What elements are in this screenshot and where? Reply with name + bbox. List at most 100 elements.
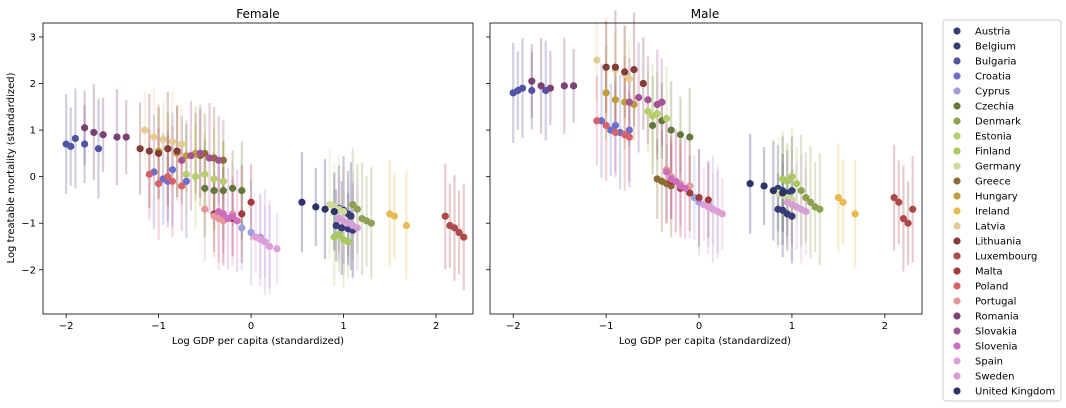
data-point: [145, 170, 153, 178]
legend-marker: [953, 117, 961, 125]
data-point: [890, 194, 898, 202]
x-axis-label-female: Log GDP per capita (standardized): [172, 336, 344, 347]
data-point: [353, 224, 362, 232]
legend: Austria Belgium Bulgaria Croatia Cyprus Czech…: [942, 19, 1062, 402]
y-tick-label: −1: [21, 219, 36, 230]
legend-label: Croatia: [975, 72, 1011, 83]
data-point: [122, 133, 130, 141]
data-point: [851, 210, 859, 218]
data-point: [196, 149, 204, 157]
legend-label: Hungary: [975, 192, 1018, 203]
data-point: [460, 233, 468, 241]
data-point: [332, 221, 340, 230]
data-point: [630, 65, 638, 74]
data-point: [834, 194, 842, 202]
data-point: [390, 212, 398, 220]
legend-marker: [953, 102, 961, 110]
data-point: [67, 142, 75, 150]
legend-marker: [953, 57, 961, 65]
data-point: [261, 238, 269, 246]
data-point: [769, 187, 777, 195]
data-point: [238, 187, 246, 195]
legend-label: Czechia: [975, 102, 1014, 113]
axes-frame-male: [489, 22, 923, 315]
x-tick-label-female: 1: [340, 321, 346, 332]
data-point: [145, 147, 153, 155]
data-point: [219, 210, 227, 218]
data-point: [182, 170, 190, 178]
data-point: [537, 82, 545, 90]
data-point: [676, 131, 685, 139]
data-point: [746, 180, 754, 188]
data-point: [273, 245, 281, 253]
data-point: [602, 63, 610, 71]
data-point: [593, 56, 601, 64]
data-point: [178, 140, 186, 148]
legend-marker: [953, 357, 961, 365]
data-point: [335, 231, 343, 239]
data-point: [228, 212, 237, 220]
legend-marker: [953, 147, 961, 155]
legend-label: Estonia: [975, 132, 1012, 143]
data-point: [312, 203, 320, 211]
data-point: [141, 126, 149, 134]
data-point: [201, 170, 209, 178]
legend-marker: [953, 27, 961, 35]
panel-title-male: Male: [691, 7, 719, 21]
legend-marker: [953, 372, 961, 380]
legend-label: Malta: [975, 267, 1003, 278]
data-point: [187, 152, 195, 160]
data-point: [330, 207, 338, 216]
data-point: [367, 219, 375, 227]
data-point: [560, 82, 568, 90]
legend-label: Austria: [975, 27, 1010, 38]
data-point: [611, 63, 620, 71]
x-tick-label-female: −2: [59, 321, 74, 332]
data-point: [150, 133, 158, 141]
data-point: [164, 145, 172, 153]
data-point: [353, 205, 362, 213]
data-point: [205, 154, 214, 162]
x-tick-label-female: −1: [151, 321, 166, 332]
error-bars-male: [512, 10, 914, 272]
data-point: [164, 173, 172, 181]
data-point: [168, 166, 177, 174]
panel-title-female: Female: [236, 7, 279, 21]
x-tick-label-male: −1: [599, 321, 614, 332]
data-point: [201, 184, 209, 192]
data-point: [686, 133, 694, 141]
x-tick-label-male: 2: [882, 321, 888, 332]
panel-male: Male Log GDP per capita (standardized): [489, 7, 923, 347]
data-point: [899, 214, 908, 223]
data-point: [788, 187, 796, 195]
legend-marker: [953, 312, 961, 320]
legend-label: Poland: [975, 282, 1008, 293]
axes-frame-female: [42, 22, 474, 315]
data-point: [215, 156, 223, 164]
legend-label: Slovenia: [975, 342, 1018, 353]
data-point: [635, 93, 643, 102]
data-point: [909, 205, 917, 213]
data-point: [339, 207, 348, 216]
data-point: [450, 224, 459, 232]
data-point: [210, 187, 218, 195]
data-point: [760, 182, 768, 190]
data-point: [528, 86, 536, 95]
legend-marker: [953, 237, 961, 245]
data-point: [779, 189, 787, 197]
legend-label: Ireland: [975, 207, 1010, 218]
data-point: [344, 238, 352, 246]
legend-marker: [953, 162, 961, 170]
data-point: [173, 147, 181, 155]
data-point: [788, 173, 796, 181]
y-tick-label: 3: [30, 32, 36, 43]
data-point: [621, 68, 629, 76]
legend-label: Romania: [975, 312, 1019, 323]
legend-label: Belgium: [975, 42, 1016, 53]
legend-marker: [953, 132, 961, 140]
x-tick-label-male: 0: [696, 321, 702, 332]
legend-marker: [953, 177, 961, 185]
x-tick-label-female: 2: [433, 321, 439, 332]
data-point: [602, 121, 610, 130]
